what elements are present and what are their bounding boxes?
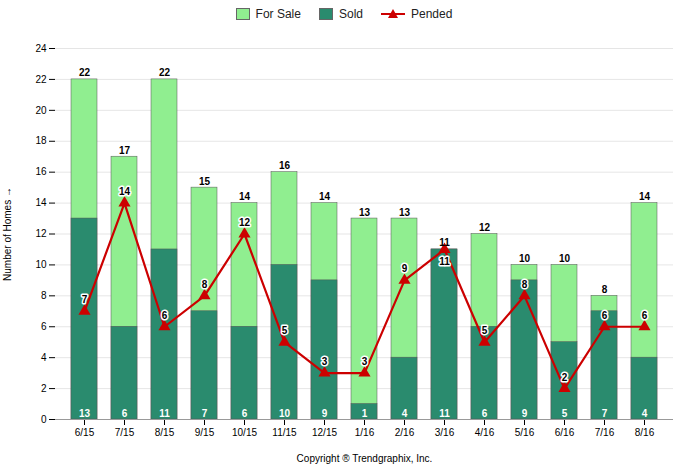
svg-text:8: 8: [602, 284, 608, 295]
svg-text:11: 11: [439, 256, 450, 267]
svg-text:6: 6: [482, 408, 488, 419]
svg-text:11/15: 11/15: [272, 427, 297, 438]
html-text:For Sale: For Sale: [255, 7, 301, 21]
svg-text:5/16: 5/16: [515, 427, 535, 438]
svg-text:10: 10: [35, 259, 47, 270]
svg-text:6: 6: [122, 408, 128, 419]
svg-text:13: 13: [399, 207, 411, 218]
svg-text:7: 7: [602, 408, 608, 419]
svg-text:1: 1: [362, 408, 368, 419]
svg-text:12: 12: [35, 228, 47, 239]
svg-text:2/16: 2/16: [395, 427, 415, 438]
svg-text:7/15: 7/15: [115, 427, 135, 438]
svg-text:10: 10: [559, 253, 571, 264]
svg-text:16: 16: [35, 166, 47, 177]
svg-text:6: 6: [242, 408, 248, 419]
svg-text:8: 8: [41, 290, 47, 301]
svg-text:3/16: 3/16: [435, 427, 455, 438]
svg-text:8: 8: [202, 279, 208, 290]
svg-text:1/16: 1/16: [355, 427, 375, 438]
svg-text:6/16: 6/16: [555, 427, 575, 438]
svg-text:3: 3: [362, 356, 368, 367]
svg-text:8/15: 8/15: [155, 427, 175, 438]
svg-text:24: 24: [35, 43, 47, 54]
html-text:Pended: Pended: [411, 7, 453, 21]
svg-text:7: 7: [82, 294, 88, 305]
svg-text:14: 14: [35, 197, 47, 208]
svg-text:7/16: 7/16: [595, 427, 615, 438]
svg-text:2: 2: [562, 372, 568, 383]
svg-text:16: 16: [279, 160, 291, 171]
svg-text:14: 14: [639, 191, 651, 202]
svg-text:22: 22: [159, 67, 171, 78]
svg-text:9: 9: [322, 408, 328, 419]
svg-text:10: 10: [279, 408, 291, 419]
svg-text:6/15: 6/15: [75, 427, 95, 438]
svg-text:10/15: 10/15: [232, 427, 257, 438]
svg-text:7: 7: [202, 408, 208, 419]
svg-text:11: 11: [439, 408, 450, 419]
svg-text:22: 22: [35, 74, 47, 85]
svg-text:11: 11: [159, 408, 170, 419]
svg-text:12: 12: [239, 217, 251, 228]
svg-text:4: 4: [41, 352, 47, 363]
html-text:Sold: Sold: [339, 7, 363, 21]
svg-text:9: 9: [402, 263, 408, 274]
svg-text:20: 20: [35, 105, 47, 116]
svg-text:6: 6: [41, 321, 47, 332]
svg-text:4/16: 4/16: [475, 427, 495, 438]
svg-text:14: 14: [119, 186, 131, 197]
svg-text:8/16: 8/16: [635, 427, 655, 438]
svg-text:8: 8: [522, 279, 528, 290]
svg-text:22: 22: [79, 67, 91, 78]
svg-text:2: 2: [41, 383, 47, 394]
svg-text:13: 13: [79, 408, 91, 419]
svg-text:10: 10: [519, 253, 531, 264]
svg-text:3: 3: [322, 356, 328, 367]
svg-text:9: 9: [522, 408, 528, 419]
svg-text:6: 6: [602, 310, 608, 321]
svg-text:13: 13: [359, 207, 371, 218]
svg-text:6: 6: [642, 310, 648, 321]
svg-text:5: 5: [562, 408, 568, 419]
svg-text:0: 0: [41, 414, 47, 425]
svg-text:14: 14: [319, 191, 331, 202]
svg-text:Number of Homes →: Number of Homes →: [2, 187, 13, 281]
svg-text:5: 5: [482, 325, 488, 336]
svg-text:4: 4: [402, 408, 408, 419]
svg-text:12: 12: [479, 222, 491, 233]
svg-text:18: 18: [35, 135, 47, 146]
svg-text:15: 15: [199, 176, 211, 187]
svg-text:9/15: 9/15: [195, 427, 215, 438]
svg-text:Copyright ® Trendgraphix, Inc.: Copyright ® Trendgraphix, Inc.: [297, 453, 433, 464]
svg-text:17: 17: [119, 145, 131, 156]
svg-text:5: 5: [282, 325, 288, 336]
svg-text:11: 11: [439, 237, 450, 248]
svg-text:6: 6: [162, 310, 168, 321]
svg-text:4: 4: [642, 408, 648, 419]
svg-text:14: 14: [239, 191, 251, 202]
svg-text:12/15: 12/15: [312, 427, 337, 438]
